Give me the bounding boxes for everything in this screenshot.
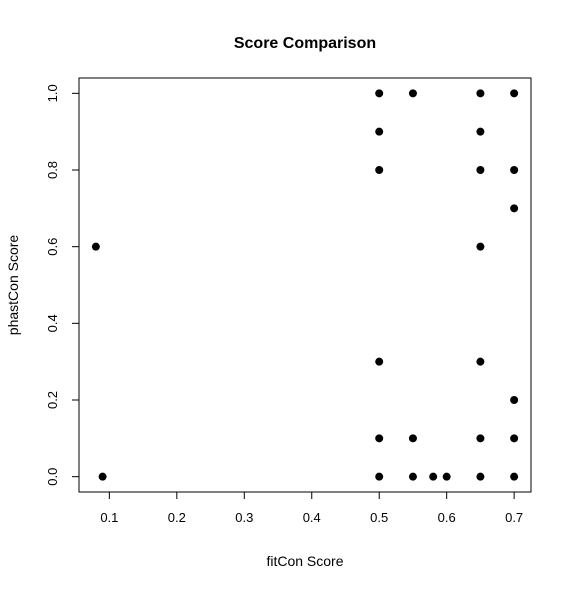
data-point <box>510 166 519 174</box>
x-axis-label: fitCon Score <box>266 553 343 569</box>
plot-frame <box>78 77 532 493</box>
data-point <box>510 472 519 481</box>
data-point <box>476 472 485 481</box>
x-axis: 0.1 0.2 0.3 0.4 0.5 0.6 0.7 <box>100 491 523 525</box>
data-point <box>510 396 519 404</box>
y-tick-label: 0.6 <box>45 238 60 256</box>
data-point <box>408 89 417 98</box>
data-point <box>375 127 384 136</box>
data-point <box>408 472 417 481</box>
data-point <box>375 357 384 366</box>
y-axis: 0.0 0.2 0.4 0.6 0.8 1.0 <box>45 84 80 486</box>
y-axis-label: phastCon Score <box>5 235 21 336</box>
x-tick-label: 0.6 <box>438 510 456 525</box>
data-point <box>375 434 384 443</box>
y-tick-label: 0.0 <box>45 468 60 486</box>
y-tick-label: 0.2 <box>45 391 60 409</box>
data-point <box>375 166 384 174</box>
data-point <box>408 434 417 443</box>
data-points <box>91 89 519 481</box>
data-point <box>375 89 384 98</box>
chart-title: Score Comparison <box>234 35 376 52</box>
y-tick-label: 0.8 <box>45 161 60 179</box>
data-point <box>429 472 438 481</box>
data-point <box>476 166 485 174</box>
data-point <box>510 204 519 213</box>
x-tick-label: 0.2 <box>168 510 186 525</box>
data-point <box>510 89 519 98</box>
data-point <box>476 127 485 136</box>
data-point <box>476 242 485 251</box>
x-tick-label: 0.5 <box>370 510 388 525</box>
y-tick-label: 1.0 <box>45 84 60 102</box>
x-tick-label: 0.1 <box>100 510 118 525</box>
data-point <box>91 242 100 251</box>
data-point <box>476 434 485 443</box>
data-point <box>510 434 519 443</box>
data-point <box>375 472 384 481</box>
x-tick-label: 0.3 <box>235 510 253 525</box>
data-point <box>476 357 485 366</box>
x-tick-label: 0.7 <box>505 510 523 525</box>
data-point <box>98 472 107 481</box>
data-point <box>442 472 451 481</box>
x-tick-label: 0.4 <box>303 510 321 525</box>
data-point <box>476 89 485 98</box>
y-tick-label: 0.4 <box>45 314 60 332</box>
